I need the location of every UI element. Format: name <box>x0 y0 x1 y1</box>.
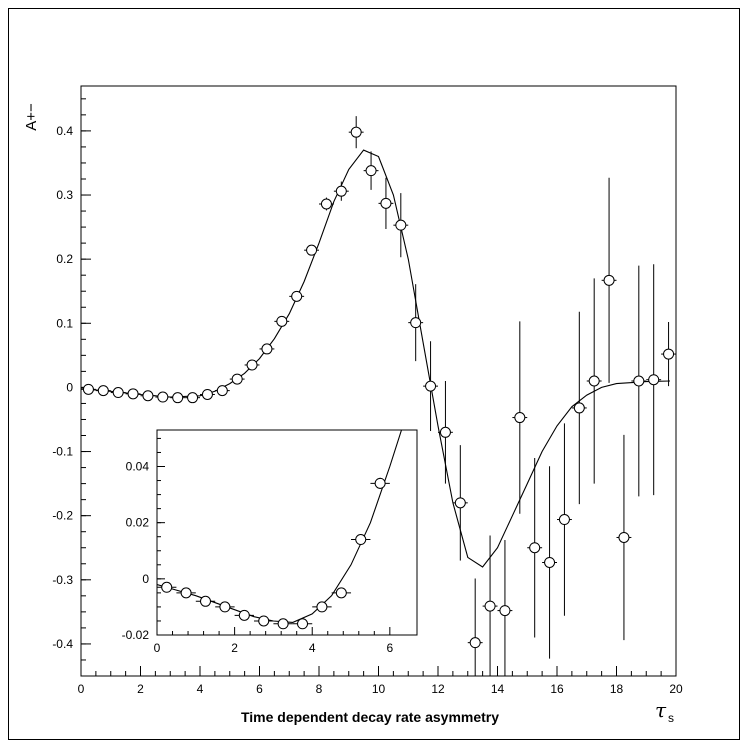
main-data-point <box>499 605 511 617</box>
main-data-point <box>663 348 675 360</box>
inset-x-tick-label: 4 <box>309 641 316 655</box>
main-data-point <box>439 426 451 438</box>
main-data-point <box>157 391 169 403</box>
main-y-tick-label: 0.2 <box>56 252 73 266</box>
inset-data-point <box>277 618 289 630</box>
main-data-point <box>588 375 600 387</box>
main-x-tick-label: 2 <box>137 682 144 696</box>
main-data-point <box>350 126 362 138</box>
inset-y-tick-label: -0.02 <box>122 628 150 642</box>
inset-data-point <box>355 534 367 546</box>
main-data-point <box>454 497 466 509</box>
main-x-tick-label: 4 <box>197 682 204 696</box>
main-y-tick-label: 0.1 <box>56 316 73 330</box>
x-axis-label: τ <box>655 698 667 722</box>
main-x-tick-label: 8 <box>316 682 323 696</box>
main-data-point <box>633 375 645 387</box>
inset-data-point <box>335 587 347 599</box>
main-x-tick-label: 10 <box>372 682 386 696</box>
inset-y-tick-label: 0.02 <box>126 516 150 530</box>
main-data-point <box>603 274 615 286</box>
main-data-point <box>529 542 541 554</box>
main-data-point <box>320 198 332 210</box>
main-data-point <box>514 412 526 424</box>
main-data-point <box>558 514 570 526</box>
inset-data-point <box>374 477 386 489</box>
main-data-point <box>276 315 288 327</box>
main-data-point <box>410 317 422 329</box>
main-data-point <box>380 197 392 209</box>
inset-plot: 0 2 4 6 -0.02 0 0.02 0.04 <box>122 429 418 655</box>
main-x-tick-label: 18 <box>610 682 624 696</box>
main-data-point <box>425 380 437 392</box>
main-x-tick-label: 6 <box>256 682 263 696</box>
main-data-point <box>231 373 243 385</box>
inset-x-tick-label: 2 <box>231 641 238 655</box>
inset-y-tick-label: 0 <box>142 572 149 586</box>
inset-data-point <box>200 595 212 607</box>
main-x-tick-label: 12 <box>431 682 445 696</box>
main-y-tick-label: -0.4 <box>52 637 73 651</box>
main-data-point <box>306 244 318 256</box>
main-y-tick-label: 0 <box>66 380 73 394</box>
main-data-point <box>291 290 303 302</box>
main-data-point <box>395 219 407 231</box>
main-data-point <box>127 388 139 400</box>
main-x-tick-label: 14 <box>491 682 505 696</box>
main-data-point <box>97 385 109 397</box>
figure-frame <box>8 8 740 740</box>
main-data-point <box>335 185 347 197</box>
inset-y-tick-label: 0.04 <box>126 460 150 474</box>
main-y-tick-label: -0.1 <box>52 445 73 459</box>
main-data-point <box>648 374 660 386</box>
main-y-tick-label: 0.4 <box>56 124 73 138</box>
inset-data-point <box>180 587 192 599</box>
main-data-point <box>246 359 258 371</box>
main-data-point <box>172 392 184 404</box>
main-data-point <box>82 383 94 395</box>
main-y-tick-label: -0.3 <box>52 573 73 587</box>
x-axis-label-subscript: s <box>668 711 674 725</box>
main-y-tick-label: 0.3 <box>56 188 73 202</box>
y-axis-label: A+− <box>23 103 40 131</box>
inset-data-point <box>316 601 328 613</box>
inset-data-point <box>258 615 270 627</box>
inset-x-tick-label: 0 <box>154 641 161 655</box>
main-data-point <box>484 600 496 612</box>
inset-data-point <box>219 601 231 613</box>
inset-data-point <box>238 609 250 621</box>
inset-data-point <box>161 581 173 593</box>
main-data-point <box>618 531 630 543</box>
main-data-point <box>469 637 481 649</box>
main-data-point <box>261 343 273 355</box>
main-data-point <box>187 392 199 404</box>
main-data-point <box>573 402 585 414</box>
main-data-point <box>201 388 213 400</box>
main-data-point <box>365 165 377 177</box>
main-x-tick-label: 16 <box>550 682 564 696</box>
main-data-point <box>216 385 228 397</box>
inset-x-tick-label: 6 <box>386 641 393 655</box>
main-y-tick-label: -0.2 <box>52 509 73 523</box>
chart-caption: Time dependent decay rate asymmetry <box>241 709 499 725</box>
inset-data-layer <box>157 430 403 630</box>
inset-axes-frame <box>156 429 418 636</box>
main-x-tick-label: 0 <box>78 682 85 696</box>
main-data-point <box>142 390 154 402</box>
inset-data-point <box>297 618 309 630</box>
main-plot: 0 2 4 6 8 10 12 14 16 18 20-0.4-0.3-0.2-0.100.10.2… <box>52 85 683 696</box>
main-data-point <box>112 387 124 399</box>
main-data-layer <box>81 116 676 676</box>
main-data-point <box>544 556 556 568</box>
main-x-tick-label: 20 <box>669 682 683 696</box>
